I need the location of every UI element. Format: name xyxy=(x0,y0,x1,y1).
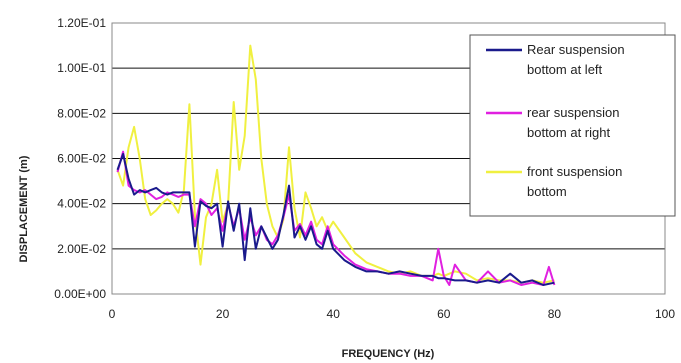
x-tick-label: 40 xyxy=(327,307,341,321)
y-tick-label: 0.00E+00 xyxy=(54,287,106,301)
y-tick-label: 1.00E-01 xyxy=(57,61,106,75)
y-tick-label: 2.00E-02 xyxy=(57,242,106,256)
legend-box xyxy=(469,34,676,217)
legend-label-cont: bottom xyxy=(527,184,567,199)
y-tick-label: 6.00E-02 xyxy=(57,152,106,166)
x-tick-label: 60 xyxy=(437,307,451,321)
series-layer xyxy=(116,44,556,286)
x-tick-label: 20 xyxy=(216,307,230,321)
x-axis-title: FREQUENCY (Hz) xyxy=(342,348,435,360)
legend-label: rear suspension xyxy=(527,105,620,120)
y-tick-label: 4.00E-02 xyxy=(57,197,106,211)
y-tick-label: 8.00E-02 xyxy=(57,106,106,120)
x-tick-label: 80 xyxy=(548,307,562,321)
x-tick-label: 0 xyxy=(109,307,116,321)
legend-label: Rear suspension xyxy=(527,42,625,57)
legend-label-cont: bottom at left xyxy=(527,62,603,77)
x-tick-label: 100 xyxy=(655,307,675,321)
y-axis-title: DISPLACEMENT (m) xyxy=(18,155,30,262)
legend-label: front suspension xyxy=(527,164,622,179)
y-axis-ticks: 0.00E+00 2.00E-02 4.00E-02 6.00E-02 8.00E-02… xyxy=(54,16,106,301)
legend: Rear suspension bottom at left rear suspen… xyxy=(469,34,676,217)
series-line-0 xyxy=(116,153,555,286)
x-axis-ticks: 0 20 40 60 80 100 xyxy=(109,307,676,321)
y-tick-label: 1.20E-01 xyxy=(57,16,106,30)
legend-label-cont: bottom at right xyxy=(527,125,610,140)
